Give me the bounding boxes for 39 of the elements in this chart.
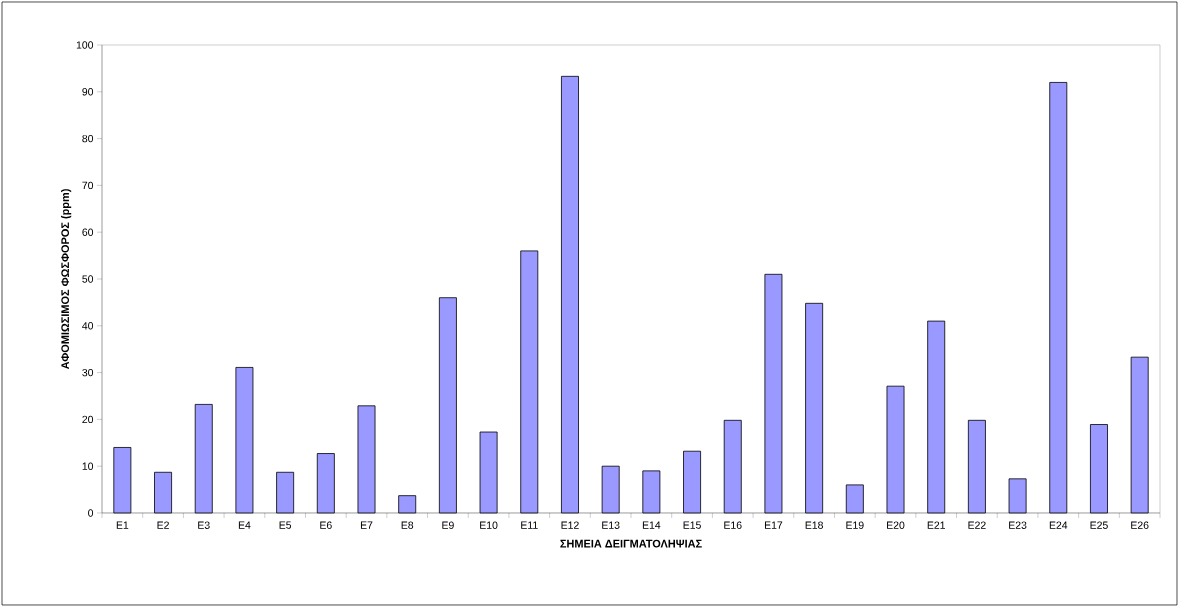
x-tick-label: E21 <box>927 521 945 529</box>
y-tick-label: 60 <box>82 228 94 236</box>
x-tick-label: E6 <box>320 521 332 529</box>
y-tick-label: 80 <box>82 134 94 143</box>
x-tick-label: E5 <box>279 521 292 529</box>
x-tick-label: E26 <box>1131 521 1149 529</box>
x-tick-label: E24 <box>1049 521 1068 529</box>
x-tick-label: E18 <box>805 521 823 529</box>
x-tick-label: E7 <box>360 521 373 529</box>
y-tick-label: 10 <box>82 462 94 470</box>
x-tick-label: E10 <box>480 521 498 529</box>
x-tick-label: E12 <box>561 521 579 529</box>
x-axis-title: ΣΗΜΕΙΑ ΔΕΙΓΜΑΤΟΛΗΨΙΑΣ <box>560 539 702 548</box>
y-tick-label: 30 <box>82 368 94 377</box>
x-tick-label: E22 <box>968 521 986 529</box>
x-tick-label: E11 <box>521 521 538 529</box>
x-tick-label: E16 <box>724 521 742 529</box>
y-tick-label: 70 <box>82 181 94 190</box>
x-tick-label: E9 <box>442 521 454 529</box>
y-tick-label: 20 <box>82 415 94 424</box>
y-tick-label: 40 <box>82 322 94 330</box>
y-tick-label: 90 <box>82 88 94 96</box>
x-tick-label: E1 <box>116 521 129 529</box>
x-tick-label: E3 <box>198 521 210 529</box>
x-tick-label: E23 <box>1009 521 1027 529</box>
x-tick-label: E14 <box>642 521 661 529</box>
y-tick-label: 50 <box>82 275 94 283</box>
x-tick-label: E4 <box>238 521 251 529</box>
x-tick-label: E13 <box>602 521 620 529</box>
x-tick-label: E25 <box>1090 521 1108 529</box>
x-tick-label: E20 <box>887 521 905 529</box>
x-tick-label: E8 <box>401 521 414 529</box>
x-tick-label: E19 <box>846 521 864 529</box>
x-tick-label: E15 <box>683 521 701 529</box>
y-tick-label: 100 <box>76 41 94 49</box>
y-axis-title: ΑΦΟΜΙΩΣΙΜΟΣ ΦΩΣΦΟΡΟΣ (ppm) <box>60 189 72 370</box>
x-tick-label: E17 <box>764 521 783 529</box>
x-tick-label: E2 <box>157 521 169 529</box>
y-tick-label: 0 <box>88 509 94 517</box>
